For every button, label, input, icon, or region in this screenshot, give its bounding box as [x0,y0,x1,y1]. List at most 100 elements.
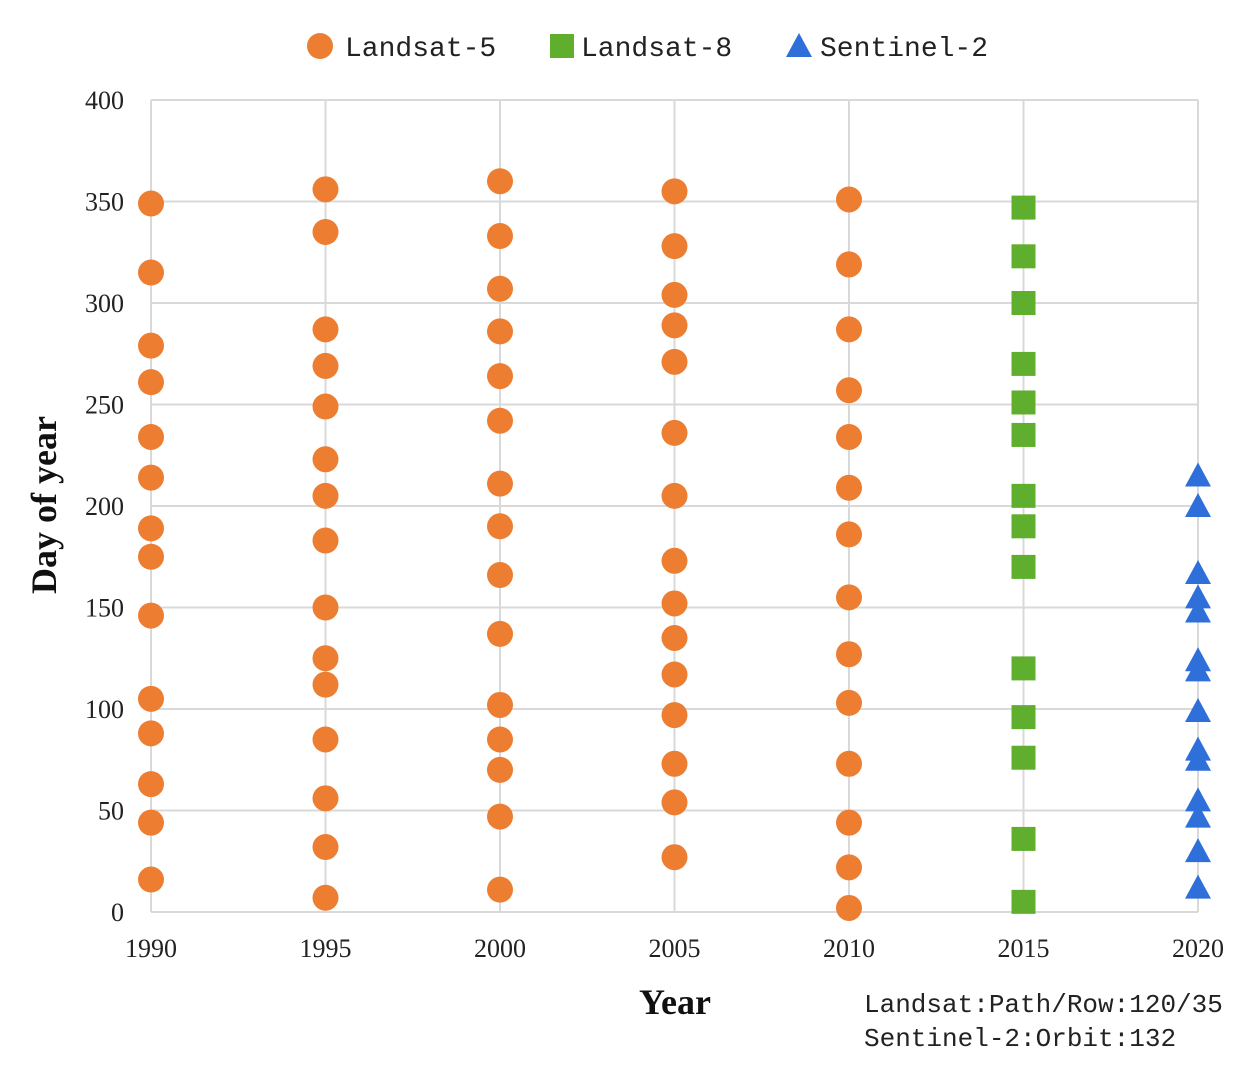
data-point [312,594,339,621]
x-tick-label: 2005 [649,934,701,963]
data-point [836,689,862,716]
data-point [1185,698,1211,723]
data-point [138,866,164,893]
data-point [1185,803,1211,828]
y-axis-label: Day of year [24,416,64,594]
y-tick-label: 400 [85,86,124,115]
data-point [312,671,339,698]
x-tick-label: 1990 [125,934,177,963]
data-point [487,470,513,497]
data-point [138,464,164,491]
data-point [138,720,164,747]
data-point [312,785,339,812]
data-point [1011,195,1036,220]
data-point [1185,838,1211,863]
data-point [487,691,513,718]
data-point [138,602,164,629]
data-point [1011,554,1036,579]
data-point [487,726,513,753]
data-point [487,620,513,647]
data-point [487,318,513,345]
legend-marker [550,34,574,58]
data-point [487,275,513,302]
x-tick-label: 2020 [1172,934,1224,963]
data-point [661,547,688,574]
legend-label: Landsat-8 [581,34,732,65]
y-tick-labels: 0 50 100 150 200 250 300 350 400 [85,86,124,927]
data-point [1011,889,1036,914]
data-point [312,176,339,203]
data-point [1011,244,1036,269]
data-point [487,562,513,589]
data-point [661,482,688,509]
data-point [661,624,688,651]
legend-item: Landsat-8 [550,34,732,65]
y-tick-label: 350 [85,188,124,217]
data-point [1011,291,1036,315]
data-point [138,543,164,570]
data-point [661,750,688,777]
data-point [1011,514,1036,539]
data-point [1011,705,1036,730]
legend-item: Sentinel-2 [786,33,988,65]
acquisition-note: Landsat:Path/Row:120/35 Sentinel-2:Orbit… [864,988,1223,1056]
data-point [661,789,688,816]
y-tick-label: 150 [85,594,124,623]
data-point [1185,874,1211,899]
data-point [138,685,164,712]
data-point [661,702,688,729]
data-point [1185,462,1211,487]
data-point [312,352,339,379]
data-point [1185,787,1211,812]
data-point [1011,422,1036,447]
legend-marker [786,33,812,57]
data-point [836,854,862,881]
data-point [487,407,513,434]
data-point [1185,746,1211,771]
data-point [836,584,862,611]
data-point [836,474,862,501]
data-point [661,312,688,339]
data-point [138,515,164,542]
data-point [138,190,164,217]
data-point [1185,559,1211,584]
data-point [1185,598,1211,623]
annotation-landsat: Landsat:Path/Row:120/35 [864,990,1223,1020]
data-point [138,771,164,798]
data-point [138,332,164,359]
data-point [836,521,862,548]
data-point [661,590,688,617]
legend-label: Landsat-5 [345,34,496,65]
legend-item: Landsat-5 [307,33,496,65]
data-point [312,645,339,672]
annotation-sentinel: Sentinel-2:Orbit:132 [864,1024,1177,1054]
data-point [836,809,862,836]
data-point [138,259,164,286]
data-point [1011,656,1036,681]
series-landsat-8 [1011,195,1036,914]
y-tick-label: 100 [85,695,124,724]
series-landsat-5 [138,168,862,921]
data-point [836,894,862,921]
data-point [1185,584,1211,609]
data-point [836,750,862,777]
data-points [138,168,1211,921]
data-point [487,513,513,540]
data-point [661,348,688,375]
data-point [312,834,339,861]
data-point [487,876,513,903]
data-point [312,393,339,420]
data-point [312,218,339,245]
data-point [1185,657,1211,682]
data-point [836,423,862,450]
y-tick-label: 250 [85,391,124,420]
x-tick-label: 2000 [474,934,526,963]
data-point [312,884,339,911]
data-point [312,316,339,343]
legend-marker [307,33,333,59]
data-point [836,641,862,668]
x-axis-label: Year [639,982,711,1022]
data-point [138,423,164,450]
data-point [836,316,862,343]
data-point [661,233,688,260]
